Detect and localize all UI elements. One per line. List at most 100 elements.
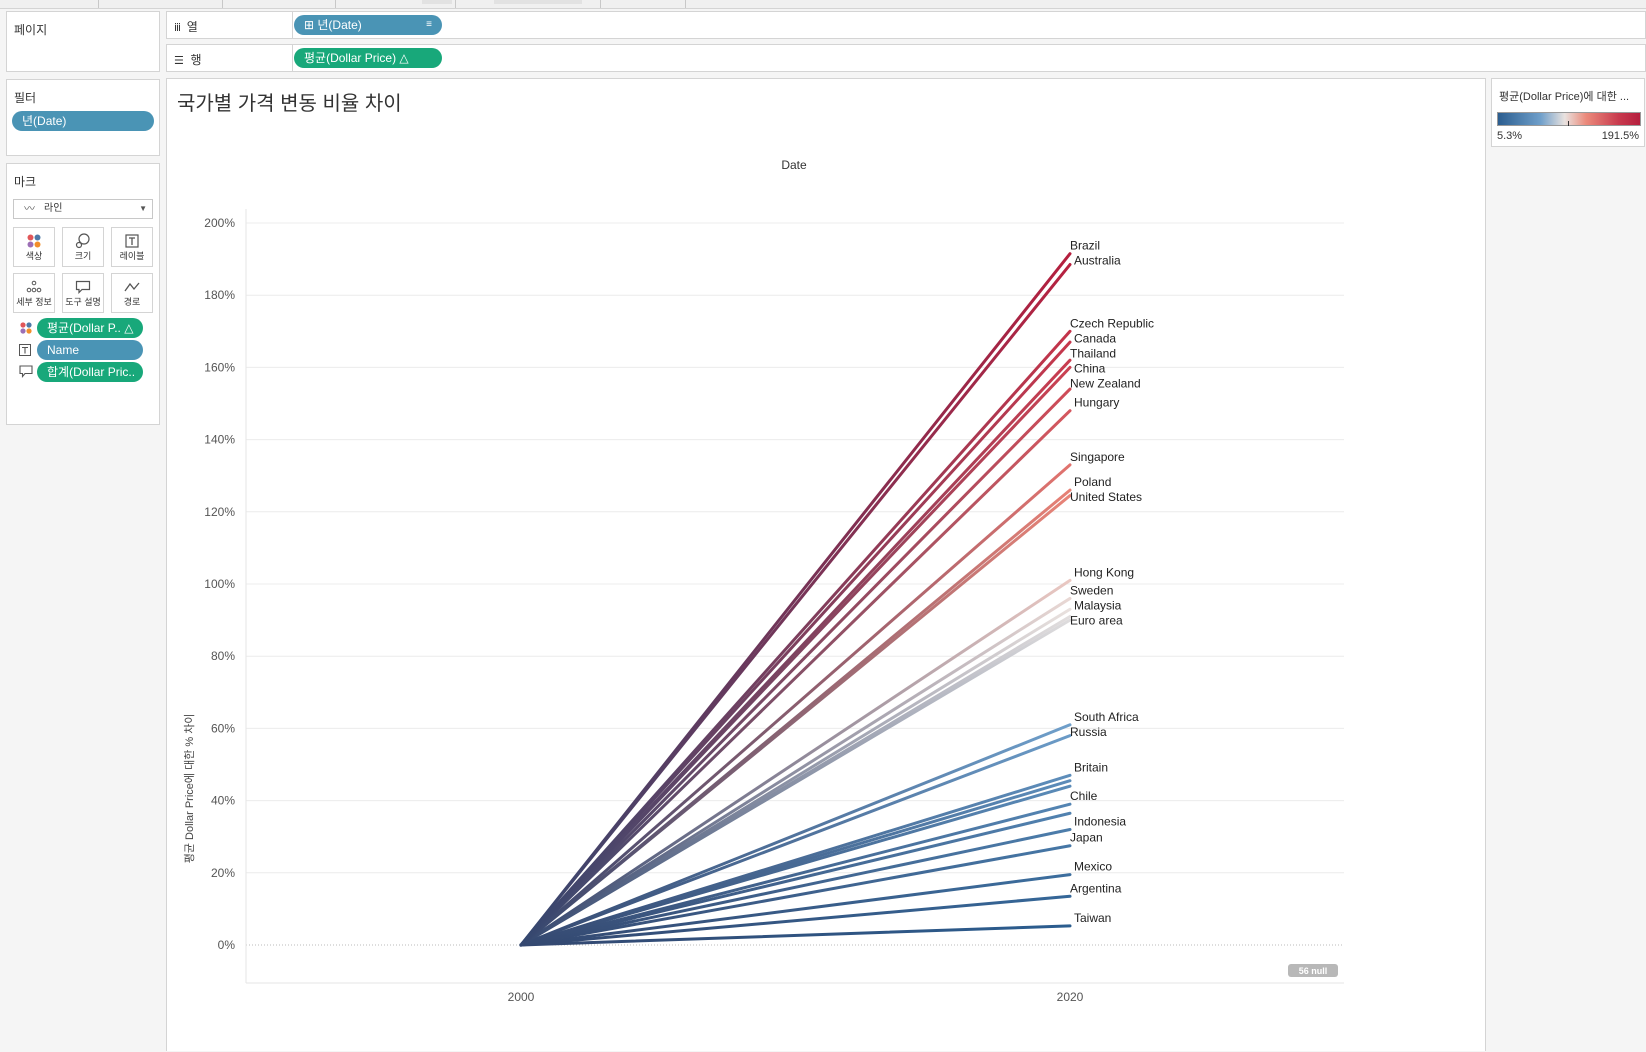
filters-panel[interactable]: 필터 년(Date) bbox=[6, 79, 160, 156]
mark-type-value: 라인 bbox=[44, 203, 63, 214]
filters-panel-title: 필터 bbox=[14, 91, 37, 105]
series-line-japan[interactable] bbox=[519, 844, 1072, 947]
marks-detail-label: 세부 정보 bbox=[16, 297, 52, 307]
series-line-chile[interactable] bbox=[519, 802, 1072, 947]
tab-divider bbox=[335, 0, 336, 8]
y-axis-title: 평균 Dollar Price에 대한 % 차이 bbox=[183, 714, 196, 864]
tab-divider bbox=[98, 0, 99, 8]
series-label-malaysia: Malaysia bbox=[1074, 598, 1122, 612]
null-badge[interactable] bbox=[1288, 964, 1338, 977]
series-line-singapore[interactable] bbox=[519, 463, 1072, 947]
series-label-hong-kong: Hong Kong bbox=[1074, 565, 1134, 579]
y-tick-label: 40% bbox=[211, 794, 235, 808]
marks-size-button[interactable]: 크기 bbox=[62, 227, 104, 267]
marks-field-avg-dollar-price[interactable]: 평균(Dollar P.. △ bbox=[37, 318, 143, 338]
series-line-mexico[interactable] bbox=[519, 873, 1072, 947]
pages-panel-title: 페이지 bbox=[14, 23, 48, 37]
series-label-sweden: Sweden bbox=[1070, 583, 1113, 597]
marks-field-sum-dollar-price[interactable]: 합계(Dollar Pric.. bbox=[37, 362, 143, 382]
series-label-new-zealand: New Zealand bbox=[1070, 376, 1141, 390]
color-legend-min: 5.3% bbox=[1497, 130, 1523, 142]
marks-tooltip-label: 도구 설명 bbox=[65, 297, 101, 307]
label-icon bbox=[112, 228, 152, 250]
null-badge-label[interactable]: 56 null bbox=[1299, 966, 1328, 976]
y-tick-label: 20% bbox=[211, 866, 235, 880]
series-label-taiwan: Taiwan bbox=[1074, 911, 1111, 925]
y-tick-label: 200% bbox=[204, 216, 235, 230]
series-line-hong-kong[interactable] bbox=[519, 578, 1072, 947]
y-tick-label: 60% bbox=[211, 721, 235, 735]
text-field-icon bbox=[19, 343, 33, 357]
marks-size-label: 크기 bbox=[74, 251, 92, 261]
rows-shelf-title: 행 bbox=[190, 53, 202, 67]
chevron-down-icon: ▼ bbox=[139, 204, 147, 213]
color-legend[interactable]: 평균(Dollar Price)에 대한 ... 5.3% 191.5% bbox=[1491, 78, 1645, 147]
marks-label-button[interactable]: 레이블 bbox=[111, 227, 153, 267]
series-line-britain[interactable] bbox=[519, 773, 1072, 947]
pages-panel[interactable]: 페이지 bbox=[6, 11, 160, 72]
shelf-divider bbox=[292, 45, 293, 71]
tab-divider bbox=[685, 0, 686, 8]
path-icon bbox=[112, 274, 152, 296]
tab-divider bbox=[600, 0, 601, 8]
series-line-malaysia[interactable] bbox=[519, 607, 1072, 947]
marks-tooltip-button[interactable]: 도구 설명 bbox=[62, 273, 104, 313]
y-tick-label: 140% bbox=[204, 433, 235, 447]
series-line-czech-republic[interactable] bbox=[519, 329, 1072, 947]
series-label-chile: Chile bbox=[1070, 789, 1098, 803]
series-label-south-africa: South Africa bbox=[1074, 710, 1139, 724]
series-label-poland: Poland bbox=[1074, 475, 1111, 489]
top-axis-title: Date bbox=[781, 158, 807, 172]
series-line-south-africa[interactable] bbox=[519, 723, 1072, 947]
tooltip-icon bbox=[63, 274, 103, 296]
series-line-new-zealand[interactable] bbox=[519, 387, 1072, 947]
series-label-thailand: Thailand bbox=[1070, 346, 1116, 360]
color-legend-max: 191.5% bbox=[1601, 130, 1639, 142]
filter-pill-year-date[interactable]: 년(Date) bbox=[12, 111, 154, 131]
series-line-argentina[interactable] bbox=[519, 894, 1072, 947]
line-chart-icon: 〰 bbox=[24, 203, 35, 215]
rows-shelf[interactable]: ☰ 행 평균(Dollar Price) △ bbox=[166, 44, 1646, 72]
tooltip-field-icon bbox=[19, 365, 33, 379]
shelf-divider bbox=[292, 12, 293, 38]
columns-pill-label: ⊞ 년(Date) bbox=[304, 18, 362, 32]
series-label-japan: Japan bbox=[1070, 831, 1103, 845]
columns-icon: ⅲ bbox=[174, 22, 181, 34]
color-icon bbox=[14, 228, 54, 250]
series-label-canada: Canada bbox=[1074, 331, 1116, 345]
marks-field-name[interactable]: Name bbox=[37, 340, 143, 360]
y-tick-label: 0% bbox=[218, 938, 236, 952]
marks-detail-button[interactable]: 세부 정보 bbox=[13, 273, 55, 313]
y-tick-label: 100% bbox=[204, 577, 235, 591]
series-line-hungary[interactable] bbox=[519, 409, 1072, 947]
tab-highlight bbox=[494, 0, 582, 4]
marks-path-button[interactable]: 경로 bbox=[111, 273, 153, 313]
series-line-brazil[interactable] bbox=[519, 252, 1072, 947]
series-line-taiwan[interactable] bbox=[519, 924, 1072, 947]
marks-panel[interactable]: 마크 〰 라인 ▼ 색상 크기 레이블 bbox=[6, 163, 160, 425]
mark-type-dropdown[interactable]: 〰 라인 ▼ bbox=[13, 199, 153, 219]
y-tick-label: 120% bbox=[204, 505, 235, 519]
columns-shelf[interactable]: ⅲ 열 ⊞ 년(Date) ≡ bbox=[166, 11, 1646, 39]
series-label-australia: Australia bbox=[1074, 254, 1121, 268]
series-lines[interactable] bbox=[519, 252, 1072, 947]
series-line-sweden[interactable] bbox=[519, 596, 1072, 947]
rows-pill-avg-dollar-price[interactable]: 평균(Dollar Price) △ bbox=[294, 48, 442, 68]
series-label-russia: Russia bbox=[1070, 725, 1107, 739]
series-line-poland[interactable] bbox=[519, 488, 1072, 947]
series-line-russia[interactable] bbox=[519, 734, 1072, 947]
series-line-indonesia[interactable] bbox=[519, 827, 1072, 947]
series-label-euro-area: Euro area bbox=[1070, 613, 1123, 627]
series-label-britain: Britain bbox=[1074, 760, 1108, 774]
rows-shelf-label: ☰ 행 bbox=[174, 51, 202, 68]
color-legend-title: 평균(Dollar Price)에 대한 ... bbox=[1499, 91, 1630, 103]
series-line-thailand[interactable] bbox=[519, 358, 1072, 947]
series-label-mexico: Mexico bbox=[1074, 860, 1112, 874]
marks-color-button[interactable]: 색상 bbox=[13, 227, 55, 267]
chart-view[interactable]: 국가별 가격 변동 비율 차이 Brazil Australia Czech Rep… bbox=[166, 78, 1486, 1051]
detail-icon bbox=[14, 274, 54, 296]
x-tick-label: 2000 bbox=[508, 990, 535, 1004]
marks-label-label: 레이블 bbox=[119, 251, 145, 261]
columns-pill-year-date[interactable]: ⊞ 년(Date) ≡ bbox=[294, 15, 442, 35]
